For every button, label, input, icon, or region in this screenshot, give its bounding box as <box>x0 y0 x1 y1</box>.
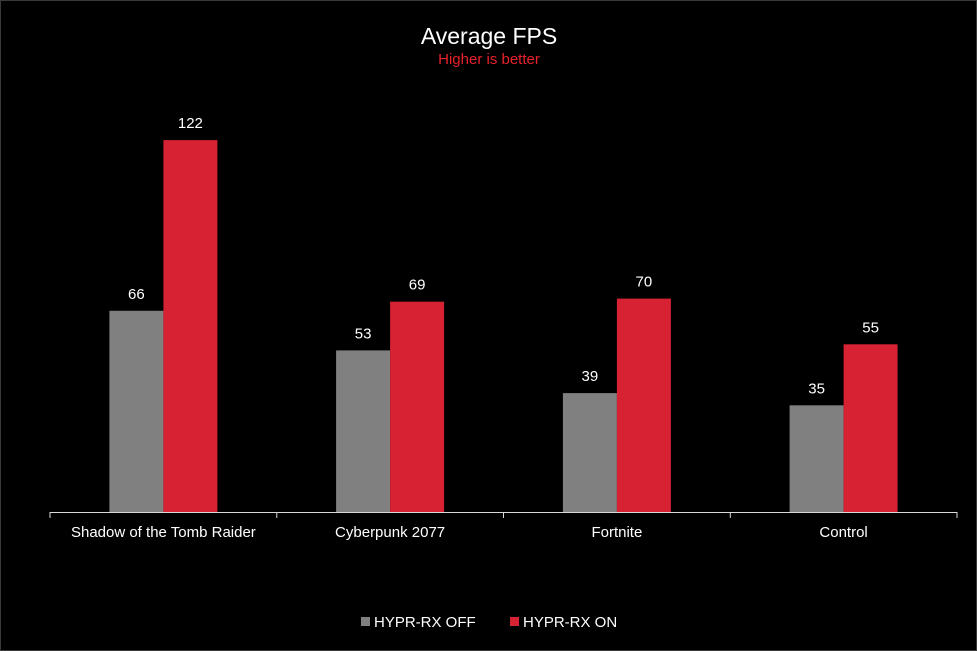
category-label: Cyberpunk 2077 <box>335 524 445 541</box>
value-label-on-0: 122 <box>178 115 203 132</box>
bar-on-3 <box>843 344 898 512</box>
value-label-on-3: 55 <box>862 319 879 336</box>
value-label-off-0: 66 <box>128 286 145 303</box>
legend-label-on: HYPR-RX ON <box>523 614 617 631</box>
bar-on-2 <box>616 298 671 512</box>
bars-layer <box>109 140 898 512</box>
category-label: Control <box>819 524 867 541</box>
bar-on-1 <box>390 301 445 512</box>
category-label: Shadow of the Tomb Raider <box>71 524 256 541</box>
legend-swatch-off <box>361 617 370 626</box>
bar-off-0 <box>109 310 164 512</box>
bar-on-0 <box>163 140 218 512</box>
value-label-off-2: 39 <box>582 368 599 385</box>
bar-off-1 <box>336 350 391 512</box>
value-label-off-3: 35 <box>808 380 825 397</box>
value-labels-layer: 66 122 53 69 39 70 35 55 <box>128 115 879 397</box>
bar-off-2 <box>562 393 617 512</box>
x-axis: Shadow of the Tomb Raider Cyberpunk 2077 F… <box>49 512 958 541</box>
legend: HYPR-RX OFF HYPR-RX ON <box>361 614 617 631</box>
value-label-off-1: 53 <box>355 325 372 342</box>
legend-swatch-on <box>510 617 519 626</box>
chart-subtitle: Higher is better <box>438 51 540 68</box>
bar-off-3 <box>789 405 844 512</box>
chart-title: Average FPS <box>421 23 557 49</box>
category-label: Fortnite <box>591 524 642 541</box>
value-label-on-1: 69 <box>409 277 426 294</box>
value-label-on-2: 70 <box>636 274 653 291</box>
legend-label-off: HYPR-RX OFF <box>374 614 476 631</box>
